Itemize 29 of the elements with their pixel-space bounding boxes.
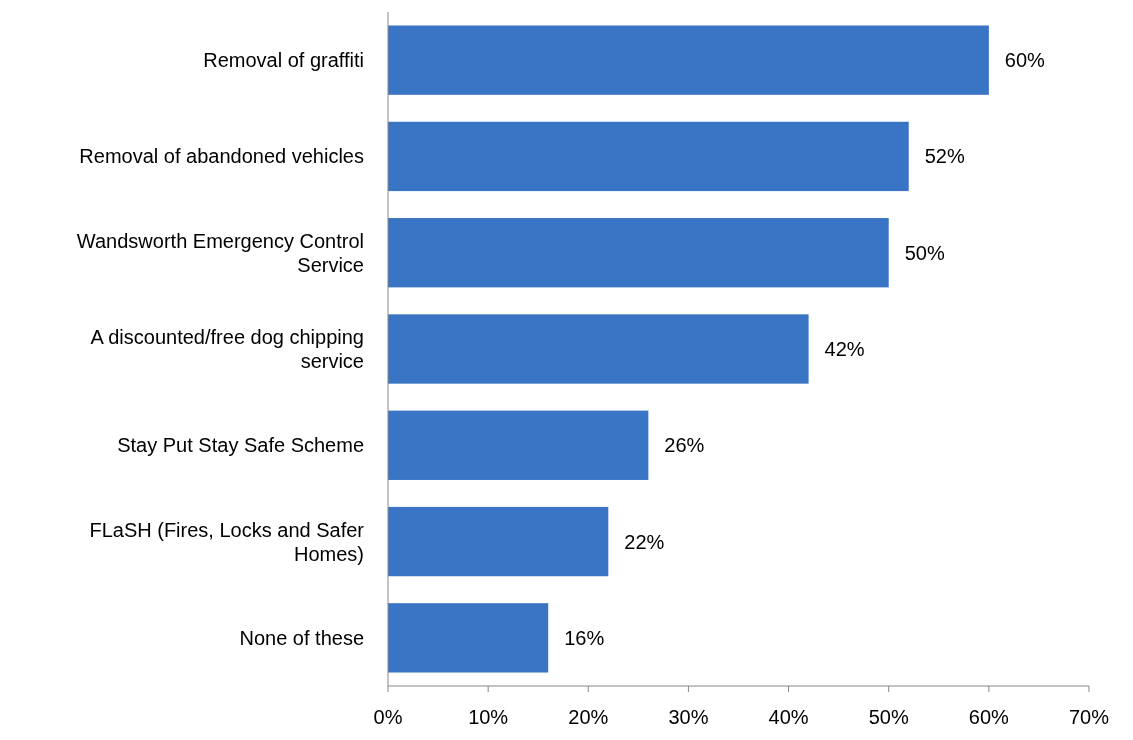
x-tick-label: 10% [468,706,509,728]
bar [388,121,909,192]
data-label: 42% [824,338,865,360]
bar [388,218,889,288]
data-label: 50% [904,241,945,264]
x-tick-label: 60% [968,706,1010,728]
bar [388,506,609,577]
y-tick-label: Removal of graffiti [203,49,364,72]
data-label: 22% [624,530,665,553]
y-tick-label: None of these [239,626,364,649]
bar [388,603,549,673]
x-tick-label: 50% [868,706,909,728]
data-label: 16% [564,626,605,649]
data-label: 52% [924,145,965,168]
x-tick-label: 30% [668,706,709,728]
y-tick-label: FLaSH (Fires, Locks and Safer Homes) [89,518,365,565]
bar [388,25,989,95]
y-tick-label: Stay Put Stay Safe Scheme [117,434,364,457]
x-tick-label: 40% [768,706,809,728]
x-tick-label: 0% [373,706,403,728]
bar [388,410,649,480]
x-tick-label: 20% [568,706,609,728]
y-tick-label: A discounted/free dog chipping service [90,326,364,372]
y-tick-label: Wandsworth Emergency Control Service [76,229,364,276]
y-tick-label: Removal of abandoned vehicles [79,145,364,168]
data-label: 26% [664,434,705,457]
x-tick-label: 70% [1068,706,1110,728]
bar [388,314,809,384]
data-label: 60% [1004,49,1046,72]
